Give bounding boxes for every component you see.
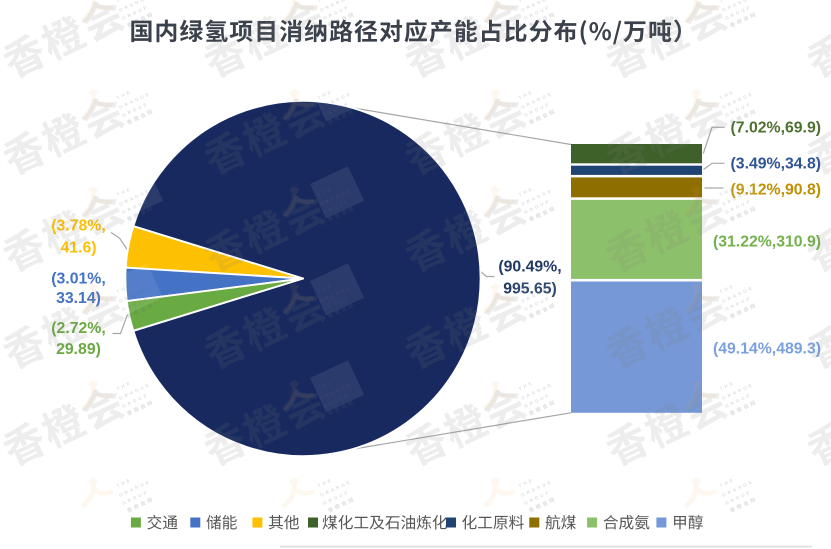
svg-text:29.89): 29.89) [56, 341, 101, 358]
svg-text:(3.49%,34.8): (3.49%,34.8) [731, 156, 821, 173]
svg-text:(49.14%,489.3): (49.14%,489.3) [713, 340, 821, 357]
svg-text:(7.02%,69.9): (7.02%,69.9) [731, 120, 821, 137]
svg-text:(31.22%,310.9): (31.22%,310.9) [713, 233, 821, 250]
svg-text:(3.01%,: (3.01%, [51, 270, 105, 287]
